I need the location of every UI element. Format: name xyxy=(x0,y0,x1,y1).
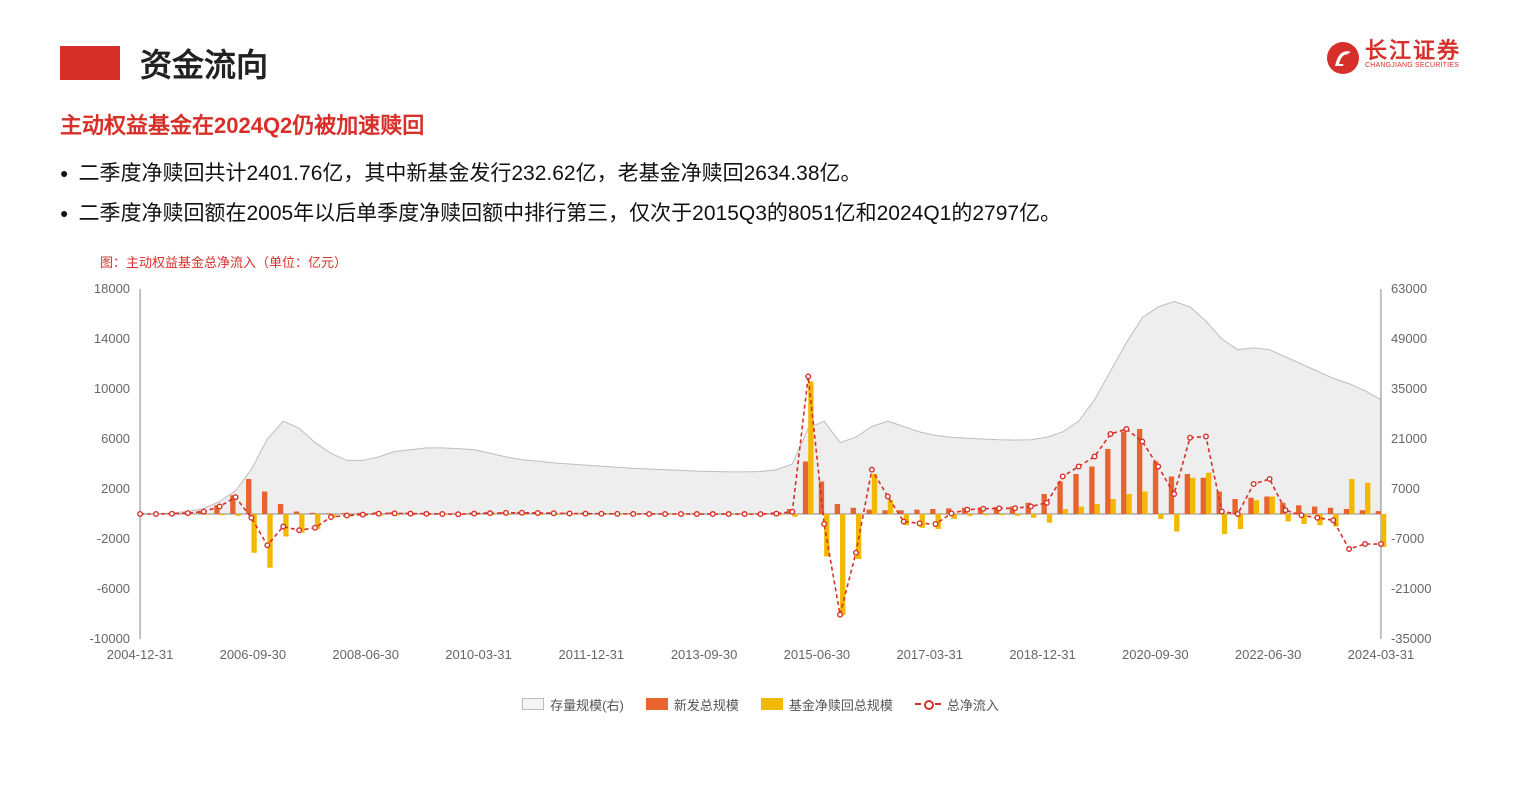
brand-logo-en: CHANGJIANG SECURITIES xyxy=(1365,62,1461,69)
svg-text:2017-03-31: 2017-03-31 xyxy=(896,647,963,662)
legend-item: 基金净赎回总规模 xyxy=(761,695,893,714)
svg-text:-7000: -7000 xyxy=(1391,531,1424,546)
bullet-list: 二季度净赎回共计2401.76亿，其中新基金发行232.62亿，老基金净赎回26… xyxy=(60,154,1461,234)
svg-text:7000: 7000 xyxy=(1391,481,1420,496)
brand-logo: 长江证券 CHANGJIANG SECURITIES xyxy=(1325,40,1461,76)
svg-text:14000: 14000 xyxy=(94,331,130,346)
subtitle: 主动权益基金在2024Q2仍被加速赎回 xyxy=(60,108,1461,140)
svg-text:-21000: -21000 xyxy=(1391,581,1431,596)
bullet-item: 二季度净赎回共计2401.76亿，其中新基金发行232.62亿，老基金净赎回26… xyxy=(60,154,1461,194)
svg-text:2015-06-30: 2015-06-30 xyxy=(784,647,851,662)
svg-text:2024-03-31: 2024-03-31 xyxy=(1348,647,1415,662)
svg-text:49000: 49000 xyxy=(1391,331,1427,346)
bullet-text: 二季度净赎回共计2401.76亿，其中新基金发行232.62亿，老基金净赎回26… xyxy=(78,154,861,194)
svg-text:2000: 2000 xyxy=(101,481,130,496)
chart-caption: 图：主动权益基金总净流入（单位：亿元） xyxy=(100,252,1461,271)
svg-text:2006-09-30: 2006-09-30 xyxy=(220,647,287,662)
netflow-chart: -10000 -6000 -2000 2000 6000 10000 14000 18000 -… xyxy=(60,279,1461,689)
svg-text:2004-12-31: 2004-12-31 xyxy=(107,647,174,662)
chart-legend: 存量规模(右) 新发总规模 基金净赎回总规模 总净流入 xyxy=(60,695,1461,714)
svg-text:2008-06-30: 2008-06-30 xyxy=(332,647,399,662)
svg-text:-10000: -10000 xyxy=(90,631,130,646)
page-title: 资金流向 xyxy=(140,40,268,86)
svg-text:-35000: -35000 xyxy=(1391,631,1431,646)
svg-text:2020-09-30: 2020-09-30 xyxy=(1122,647,1189,662)
svg-text:18000: 18000 xyxy=(94,281,130,296)
svg-text:6000: 6000 xyxy=(101,431,130,446)
svg-text:2011-12-31: 2011-12-31 xyxy=(559,647,625,662)
svg-text:2010-03-31: 2010-03-31 xyxy=(445,647,512,662)
legend-item: 总净流入 xyxy=(915,695,999,714)
bullet-text: 二季度净赎回额在2005年以后单季度净赎回额中排行第三，仅次于2015Q3的80… xyxy=(78,194,1061,234)
brand-logo-mark xyxy=(1325,40,1361,76)
svg-text:-6000: -6000 xyxy=(97,581,130,596)
svg-text:2022-06-30: 2022-06-30 xyxy=(1235,647,1302,662)
bullet-item: 二季度净赎回额在2005年以后单季度净赎回额中排行第三，仅次于2015Q3的80… xyxy=(60,194,1461,234)
legend-item: 存量规模(右) xyxy=(522,695,624,714)
title-accent-block xyxy=(60,46,120,80)
svg-text:2013-09-30: 2013-09-30 xyxy=(671,647,738,662)
svg-text:2018-12-31: 2018-12-31 xyxy=(1009,647,1076,662)
svg-text:21000: 21000 xyxy=(1391,431,1427,446)
svg-text:63000: 63000 xyxy=(1391,281,1427,296)
svg-text:10000: 10000 xyxy=(94,381,130,396)
svg-text:-2000: -2000 xyxy=(97,531,130,546)
legend-item: 新发总规模 xyxy=(646,695,739,714)
brand-logo-cn: 长江证券 xyxy=(1365,40,1461,62)
svg-text:35000: 35000 xyxy=(1391,381,1427,396)
